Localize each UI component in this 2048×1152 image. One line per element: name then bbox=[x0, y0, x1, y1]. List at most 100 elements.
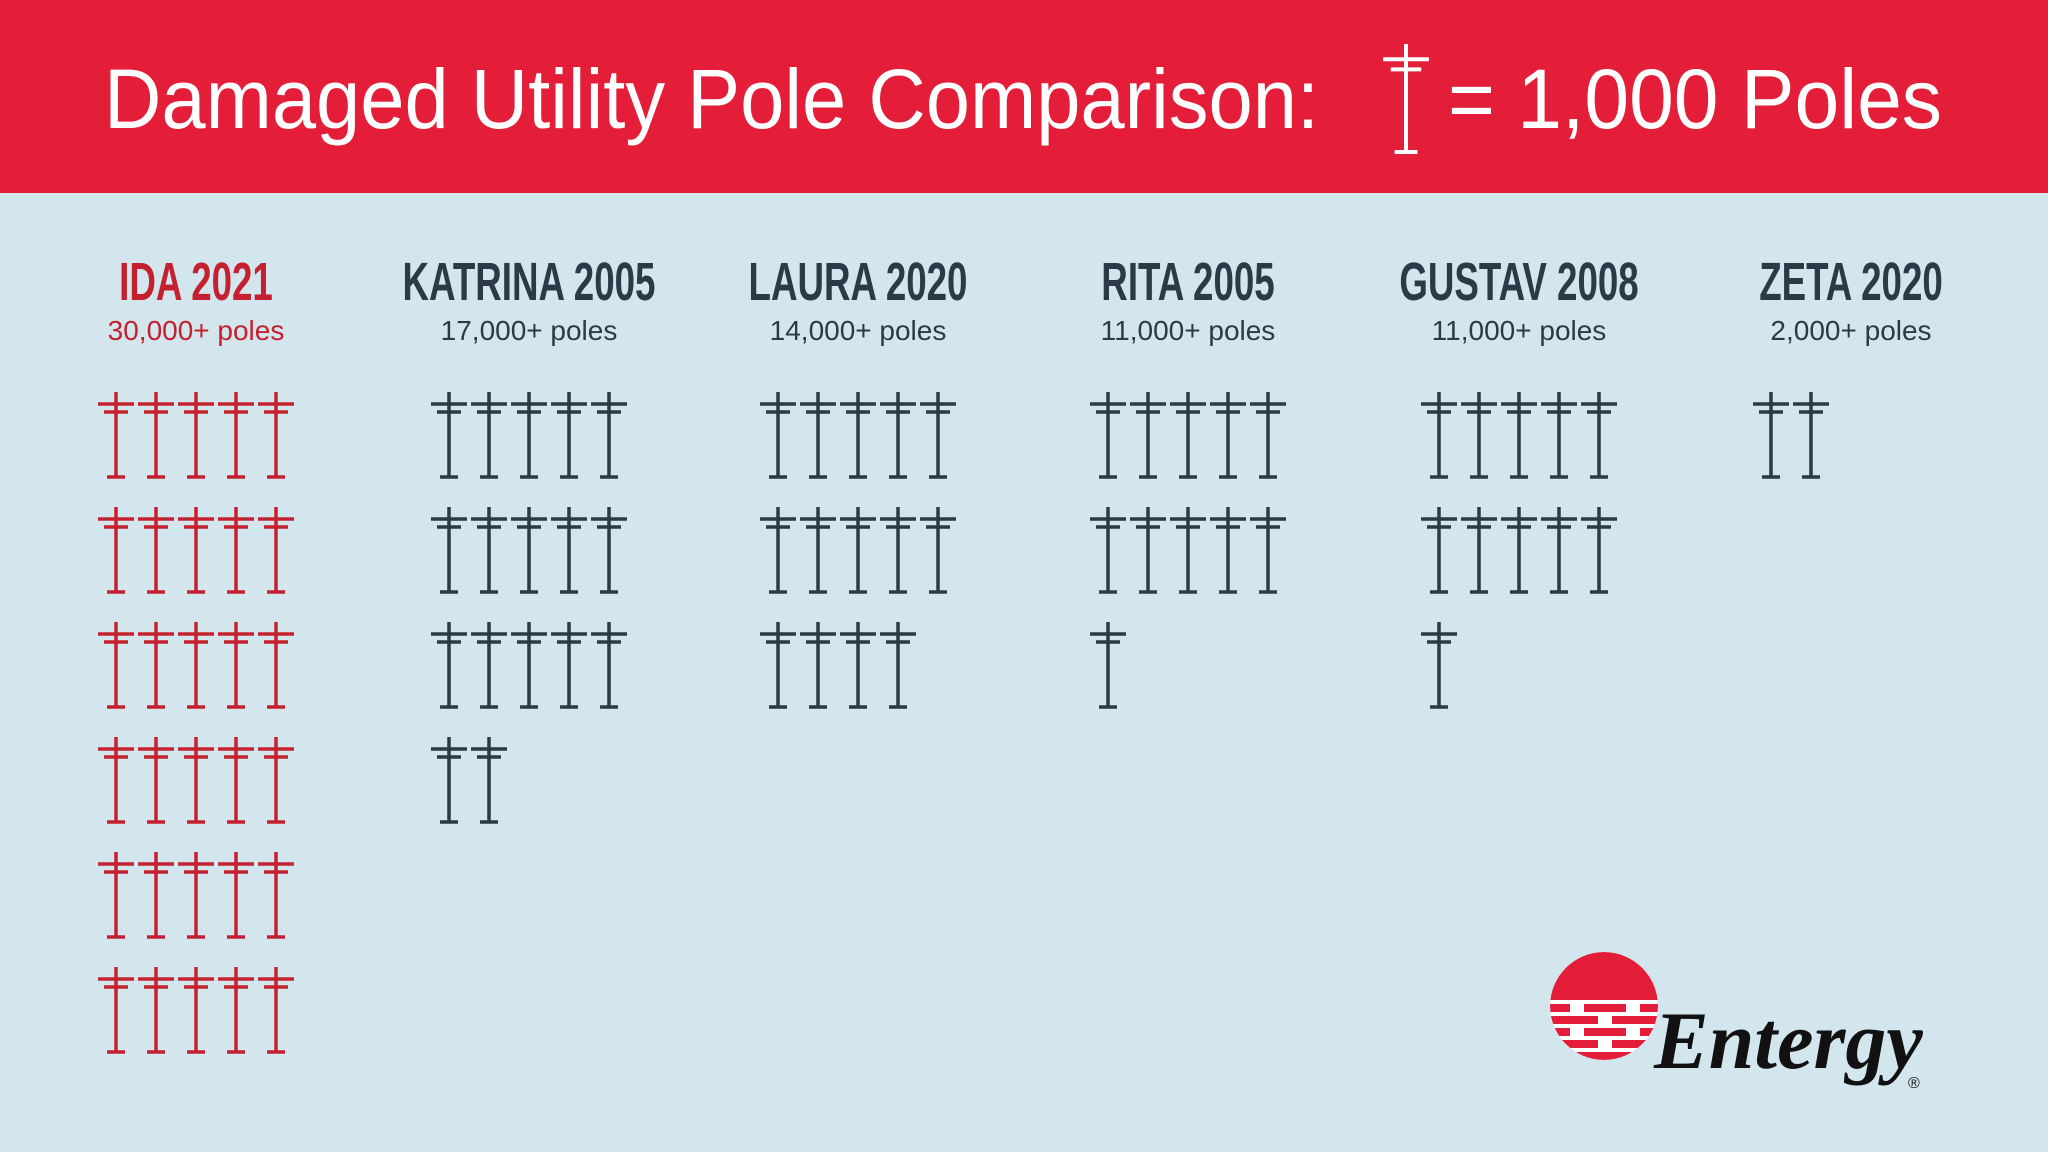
pole-shape bbox=[431, 507, 467, 594]
pole-shape bbox=[880, 507, 916, 594]
pole-shape bbox=[1210, 392, 1246, 479]
pole-shape bbox=[920, 392, 956, 479]
pole-icon bbox=[1461, 507, 1497, 594]
pole-shape bbox=[218, 507, 254, 594]
pole-shape bbox=[1421, 507, 1457, 594]
pole-shape bbox=[880, 622, 916, 709]
pole-shape bbox=[551, 622, 587, 709]
logo: Entergy ® bbox=[1550, 952, 1923, 1092]
pole-icon bbox=[591, 507, 627, 594]
pole-shape bbox=[138, 392, 174, 479]
pole-shape bbox=[1461, 507, 1497, 594]
pole-icon bbox=[1581, 392, 1617, 479]
pole-shape bbox=[431, 392, 467, 479]
pole-icon bbox=[471, 392, 507, 479]
pole-icon bbox=[880, 622, 916, 709]
pole-shape bbox=[258, 507, 294, 594]
pole-shape bbox=[1501, 507, 1537, 594]
pole-icon bbox=[258, 507, 294, 594]
chart-title: Damaged Utility Pole Comparison: bbox=[104, 52, 1319, 146]
pole-icon bbox=[218, 392, 254, 479]
pole-shape bbox=[760, 507, 796, 594]
pole-icon bbox=[218, 622, 254, 709]
pole-icon bbox=[258, 852, 294, 939]
pole-icon bbox=[178, 507, 214, 594]
pole-icon bbox=[1581, 507, 1617, 594]
pole-icon bbox=[800, 622, 836, 709]
value-label: 2,000+ poles bbox=[1770, 315, 1931, 346]
pole-icon bbox=[1090, 622, 1126, 709]
pole-shape bbox=[591, 507, 627, 594]
pole-shape bbox=[138, 622, 174, 709]
pole-shape bbox=[138, 852, 174, 939]
pole-icon bbox=[471, 737, 507, 824]
pole-shape bbox=[1541, 392, 1577, 479]
pole-shape bbox=[178, 737, 214, 824]
pole-shape bbox=[98, 852, 134, 939]
pole-icon bbox=[178, 967, 214, 1054]
pole-icon bbox=[218, 737, 254, 824]
pole-icon bbox=[1090, 392, 1126, 479]
pole-shape bbox=[511, 392, 547, 479]
pole-shape bbox=[880, 392, 916, 479]
pole-shape bbox=[178, 507, 214, 594]
pole-icon bbox=[1501, 392, 1537, 479]
pole-icon bbox=[511, 392, 547, 479]
pole-shape bbox=[178, 852, 214, 939]
value-label: 11,000+ poles bbox=[1432, 315, 1607, 346]
pole-shape bbox=[1210, 507, 1246, 594]
pole-shape bbox=[258, 392, 294, 479]
pole-shape bbox=[1461, 392, 1497, 479]
pole-shape bbox=[258, 967, 294, 1054]
category-name: RITA 2005 bbox=[1101, 251, 1274, 312]
pole-shape bbox=[760, 392, 796, 479]
pole-icon bbox=[178, 737, 214, 824]
pole-icon bbox=[551, 392, 587, 479]
pole-icon bbox=[1250, 392, 1286, 479]
pole-icon bbox=[840, 622, 876, 709]
pole-icon bbox=[760, 622, 796, 709]
pole-icon bbox=[138, 507, 174, 594]
pole-shape bbox=[98, 967, 134, 1054]
pole-shape bbox=[1130, 392, 1166, 479]
pole-shape bbox=[98, 622, 134, 709]
pole-icon bbox=[1421, 622, 1457, 709]
pole-icon bbox=[258, 967, 294, 1054]
pole-icon bbox=[431, 622, 467, 709]
pole-icon bbox=[880, 507, 916, 594]
pole-icon bbox=[880, 392, 916, 479]
pole-icon bbox=[98, 507, 134, 594]
pole-icon bbox=[218, 852, 254, 939]
pole-shape bbox=[1170, 507, 1206, 594]
pole-shape bbox=[1581, 392, 1617, 479]
pole-icon bbox=[98, 622, 134, 709]
pole-icon bbox=[1210, 392, 1246, 479]
pole-icon bbox=[1210, 507, 1246, 594]
pole-shape bbox=[840, 507, 876, 594]
pole-shape bbox=[760, 622, 796, 709]
pole-shape bbox=[218, 392, 254, 479]
pole-icon bbox=[178, 392, 214, 479]
pole-icon bbox=[1541, 507, 1577, 594]
pole-shape bbox=[1250, 392, 1286, 479]
pole-icon bbox=[98, 737, 134, 824]
pole-shape bbox=[178, 967, 214, 1054]
pole-icon bbox=[1130, 507, 1166, 594]
pole-icon bbox=[178, 622, 214, 709]
category-label: IDA 2021 bbox=[119, 251, 273, 312]
logo-emblem bbox=[1550, 952, 1658, 1060]
pole-icon bbox=[431, 507, 467, 594]
pole-icon bbox=[551, 507, 587, 594]
pole-icon bbox=[218, 967, 254, 1054]
category-name: GUSTAV 2008 bbox=[1399, 251, 1638, 312]
pole-icon bbox=[920, 507, 956, 594]
pole-icon bbox=[591, 622, 627, 709]
value-label: 30,000+ poles bbox=[108, 315, 285, 346]
category-label: LAURA 2020 bbox=[749, 251, 968, 312]
pole-shape bbox=[591, 392, 627, 479]
pole-icon bbox=[920, 392, 956, 479]
pole-icon bbox=[840, 507, 876, 594]
pole-shape bbox=[1130, 507, 1166, 594]
pole-shape bbox=[1541, 507, 1577, 594]
